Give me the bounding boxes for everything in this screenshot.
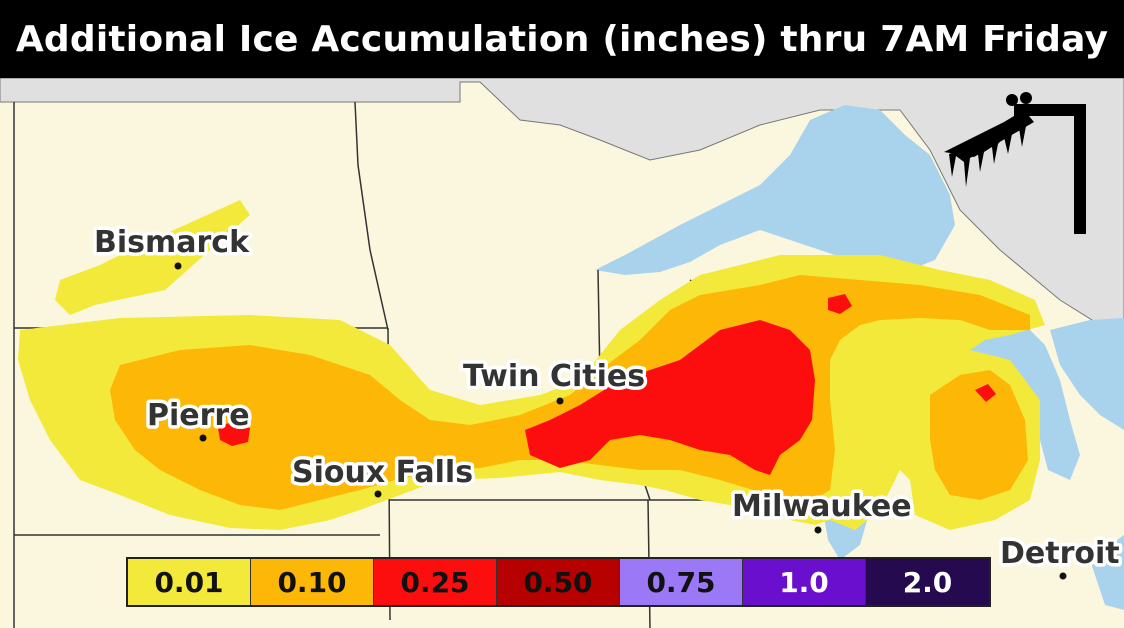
legend-item: 0.10 bbox=[251, 559, 374, 605]
legend-item: 2.0 bbox=[866, 559, 989, 605]
title-bar: Additional Ice Accumulation (inches) thr… bbox=[0, 0, 1124, 78]
city-label-bismarck: Bismarck bbox=[94, 225, 250, 260]
legend-item: 1.0 bbox=[743, 559, 866, 605]
city-label-detroit: Detroit bbox=[1000, 536, 1120, 571]
georgian-bay bbox=[1050, 318, 1124, 430]
legend-item: 0.01 bbox=[128, 559, 251, 605]
map-title: Additional Ice Accumulation (inches) thr… bbox=[15, 18, 1109, 60]
legend-item: 0.50 bbox=[497, 559, 620, 605]
icicle-roof-icon bbox=[944, 92, 1086, 234]
legend: 0.01 0.10 0.25 0.50 0.75 1.0 2.0 bbox=[126, 557, 991, 607]
legend-item: 0.75 bbox=[620, 559, 743, 605]
sioux-falls-dot bbox=[374, 490, 382, 498]
city-label-pierre: Pierre bbox=[147, 398, 250, 433]
pierre-dot bbox=[199, 434, 207, 442]
ice-red-zone bbox=[218, 294, 996, 475]
lake-erie bbox=[1090, 535, 1124, 610]
twin-cities-dot bbox=[556, 397, 564, 405]
ice-orange-zone bbox=[110, 275, 1030, 510]
city-label-sioux-falls: Sioux Falls bbox=[292, 455, 473, 490]
city-label-twin-cities: Twin Cities bbox=[463, 359, 645, 394]
bismarck-dot bbox=[174, 262, 182, 270]
detroit-dot bbox=[1059, 572, 1067, 580]
legend-item: 0.25 bbox=[374, 559, 497, 605]
lake-superior bbox=[595, 105, 955, 275]
ice-accumulation-map: Bismarck Pierre Sioux Falls Twin Cities … bbox=[0, 78, 1124, 628]
city-dots bbox=[174, 262, 1067, 580]
lake-huron bbox=[905, 312, 1080, 480]
milwaukee-dot bbox=[814, 526, 822, 534]
city-label-milwaukee: Milwaukee bbox=[732, 489, 912, 524]
